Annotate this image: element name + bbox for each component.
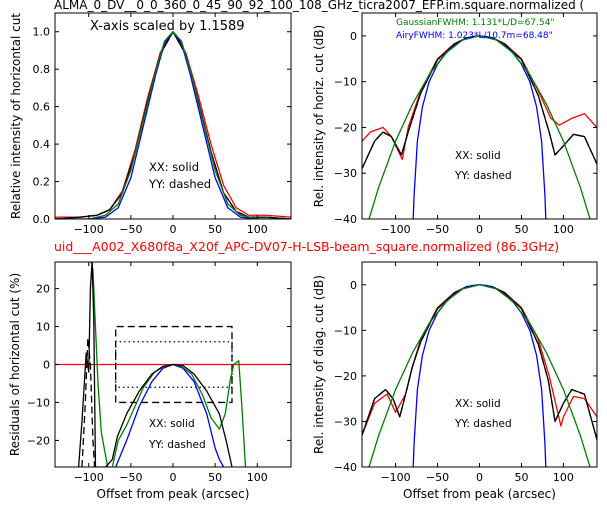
annotation: XX: solid bbox=[455, 150, 501, 162]
y-tick-label: −20 bbox=[334, 370, 357, 383]
y-tick-label: −20 bbox=[334, 121, 357, 134]
y-tick-label: 0 bbox=[350, 30, 357, 43]
x-tick-label: 100 bbox=[247, 471, 268, 484]
x-tick-label: 0 bbox=[476, 471, 483, 484]
series-line-black-dashed bbox=[81, 337, 96, 467]
x-tick-label: 50 bbox=[208, 223, 222, 236]
y-tick-label: −30 bbox=[334, 415, 357, 428]
x-tick-label: −100 bbox=[380, 471, 410, 484]
annotation: GaussianFWHM: 1.131*L/D=67.54" bbox=[396, 18, 554, 28]
panels: −100 −50 0 50 1000.00.20.40.60.81.0Relative … bbox=[8, 12, 598, 501]
annotation: XX: solid bbox=[149, 418, 195, 430]
x-axis-label: Offset from peak (arcsec) bbox=[403, 487, 556, 501]
y-axis-label: Residuals of horizontal cut (%) bbox=[8, 273, 22, 456]
y-tick-label: 0 bbox=[43, 359, 50, 372]
y-tick-label: 0 bbox=[350, 279, 357, 292]
series-line-black-dashed bbox=[115, 325, 233, 404]
series-group bbox=[55, 31, 291, 219]
x-tick-label: 100 bbox=[553, 223, 574, 236]
plot-area bbox=[362, 13, 597, 219]
annotation: X-axis scaled by 1.1589 bbox=[90, 19, 245, 34]
annotation: XX: solid bbox=[455, 398, 501, 410]
y-tick-label: −30 bbox=[334, 167, 357, 180]
series-line-green-solid bbox=[368, 35, 591, 219]
y-tick-label: 0.0 bbox=[33, 213, 51, 226]
annotation: YY: dashed bbox=[454, 418, 512, 430]
series-line-blue-solid bbox=[115, 363, 225, 467]
figure-top-title: ALMA_0_DV__0_0_360_0_45_90_92_100_108_GH… bbox=[54, 0, 584, 12]
x-tick-label: −100 bbox=[380, 223, 410, 236]
y-tick-label: 0.4 bbox=[33, 138, 51, 151]
plot-area bbox=[362, 262, 597, 467]
annotation: AiryFWHM: 1.023*L/10.7m=68.48" bbox=[396, 31, 553, 41]
x-tick-label: −100 bbox=[74, 471, 104, 484]
y-tick-label: 10 bbox=[36, 321, 50, 334]
series-line-green-solid bbox=[55, 31, 291, 219]
y-tick-label: −40 bbox=[334, 213, 357, 226]
figure-mid-title: uid___A002_X680f8a_X20f_APC-DV07-H-LSB-b… bbox=[54, 239, 559, 254]
y-tick-label: 0.2 bbox=[33, 176, 51, 189]
y-tick-label: −10 bbox=[334, 76, 357, 89]
y-tick-label: 0.8 bbox=[33, 63, 51, 76]
x-tick-label: 50 bbox=[514, 471, 528, 484]
x-tick-label: −100 bbox=[74, 223, 104, 236]
y-tick-label: 20 bbox=[36, 283, 50, 296]
series-group bbox=[362, 284, 597, 467]
x-tick-label: 100 bbox=[247, 223, 268, 236]
x-tick-label: 0 bbox=[170, 471, 177, 484]
x-tick-label: −50 bbox=[426, 223, 449, 236]
y-axis-label: Relative intensity of horizontal cut bbox=[9, 13, 23, 219]
y-axis-label: Rel. intensity of horiz. cut (dB) bbox=[312, 25, 326, 207]
y-tick-label: −20 bbox=[27, 434, 50, 447]
series-group bbox=[55, 262, 291, 467]
y-tick-label: 1.0 bbox=[33, 26, 51, 39]
y-tick-label: −10 bbox=[27, 396, 50, 409]
y-tick-label: −10 bbox=[334, 324, 357, 337]
x-axis-label: Offset from peak (arcsec) bbox=[97, 487, 250, 501]
chart-p1: −100 −50 0 50 100 0.0 0.2 0.4 0.6 0.8 1.0 Relative … bbox=[9, 12, 292, 236]
series-line-black-solid bbox=[77, 262, 233, 467]
annotation: YY: dashed bbox=[148, 177, 211, 191]
x-tick-label: −50 bbox=[119, 471, 142, 484]
plot-area bbox=[55, 13, 291, 219]
x-tick-label: 0 bbox=[476, 223, 483, 236]
series-line-green-solid bbox=[368, 284, 591, 467]
y-tick-label: −40 bbox=[334, 461, 357, 474]
annotation: YY: dashed bbox=[454, 170, 512, 182]
series-group bbox=[362, 35, 597, 219]
x-tick-label: −50 bbox=[426, 471, 449, 484]
y-axis-label: Rel. intensity of diag. cut (dB) bbox=[312, 275, 326, 454]
x-tick-label: 100 bbox=[553, 471, 574, 484]
x-tick-label: −50 bbox=[119, 223, 142, 236]
x-tick-label: 50 bbox=[208, 471, 222, 484]
x-tick-label: 0 bbox=[170, 223, 177, 236]
y-tick-label: 0.6 bbox=[33, 101, 51, 114]
annotation: XX: solid bbox=[149, 160, 199, 174]
annotation: YY: dashed bbox=[148, 439, 206, 451]
x-tick-label: 50 bbox=[514, 223, 528, 236]
